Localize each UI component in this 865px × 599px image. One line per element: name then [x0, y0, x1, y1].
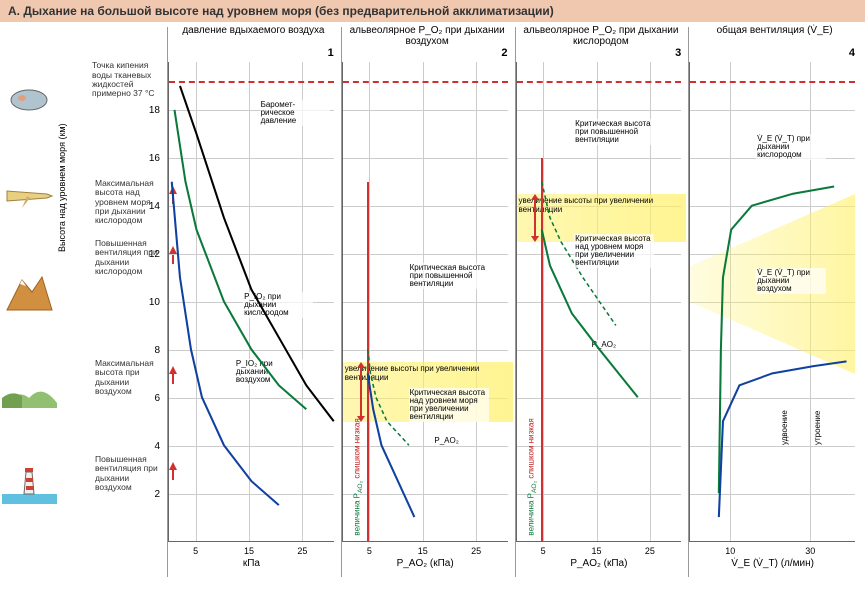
- altitude-annotation: Повышенная вентиляция при дыхании воздух…: [95, 455, 165, 492]
- lighthouse-icon: [2, 464, 57, 504]
- curve-pio2-air: [172, 182, 279, 505]
- y-axis: Высота над уровнем моря (км) 24681012141…: [70, 27, 165, 577]
- curve-barometric: [180, 86, 334, 421]
- x-tick: 15: [591, 546, 601, 556]
- hills-icon: [2, 368, 57, 408]
- plot-area: 1030V̇_E (V̇_T) (л/мин)V̇_E (V̇_T) при д…: [689, 62, 855, 542]
- x-tick: 25: [297, 546, 307, 556]
- curve-pao2-solid: [367, 373, 414, 517]
- curves-svg: [343, 62, 508, 541]
- panel-3: альвеолярное P_O₂ при дыхании кислородом…: [515, 27, 687, 577]
- curve-pao2-o2-dash: [541, 182, 615, 326]
- altitude-annotation: Максимальная высота при дыхании воздухом: [95, 359, 165, 396]
- curve-pao2-low: [367, 349, 408, 445]
- panel-number: 3: [675, 47, 681, 59]
- x-tick: 15: [418, 546, 428, 556]
- panel-1: давление вдыхаемого воздуха 1 51525кПаБаро…: [167, 27, 339, 577]
- y-tick: 16: [140, 153, 160, 164]
- altitude-annotation: Максимальная высота над уровнем моря при…: [95, 179, 165, 226]
- x-tick: 15: [244, 546, 254, 556]
- curves-svg: [517, 62, 682, 541]
- y-tick: 4: [140, 441, 160, 452]
- curve-ve-oxygen: [719, 187, 834, 494]
- x-tick: 10: [725, 546, 735, 556]
- altitude-annotation: Повышенная вентиляция при дыхании кислор…: [95, 239, 165, 276]
- plot-area: 51525кПаБаромет-рическое давлениеP_IO₂ п…: [168, 62, 334, 542]
- panel-4: общая вентиляция (V̇_E)41030V̇_E (V̇_T) …: [688, 27, 860, 577]
- y-tick: 10: [140, 297, 160, 308]
- curves-svg: [690, 62, 855, 541]
- panel-number: 2: [501, 47, 507, 59]
- plot-area: 51525P_AO₂ (кПа)увеличение высоты при ув…: [516, 62, 682, 542]
- panel-number: 1: [328, 47, 334, 59]
- y-tick: 8: [140, 345, 160, 356]
- x-axis-label: кПа: [169, 558, 334, 569]
- icon-column: [0, 22, 65, 582]
- y-tick: 18: [140, 105, 160, 116]
- panel-title: общая вентиляция (V̇_E): [689, 25, 860, 36]
- x-tick: 25: [645, 546, 655, 556]
- panel-title: альвеолярное P_O₂ при дыхании кислородом: [516, 25, 687, 47]
- x-tick: 5: [541, 546, 546, 556]
- x-axis-label: P_AO₂ (кПа): [343, 558, 508, 569]
- x-tick: 5: [193, 546, 198, 556]
- x-tick: 30: [805, 546, 815, 556]
- main-content: Высота над уровнем моря (км) 24681012141…: [0, 22, 865, 582]
- chart-area: Высота над уровнем моря (км) 24681012141…: [65, 22, 865, 582]
- panel-number: 4: [849, 47, 855, 59]
- annotation-label: удвоение: [780, 410, 789, 445]
- title-bar: А. Дыхание на большой высоте над уровнем…: [0, 0, 865, 22]
- boiling-point-label: Точка кипения воды тканевых жидкостей пр…: [92, 61, 162, 98]
- panel-title: альвеолярное P_O₂ при дыхании воздухом: [342, 25, 513, 47]
- curve-pao2-o2: [541, 230, 637, 398]
- airplane-icon: [2, 176, 57, 216]
- capsule-icon: [2, 80, 57, 120]
- x-tick: 5: [367, 546, 372, 556]
- panels-container: Высота над уровнем моря (км) 24681012141…: [70, 27, 860, 577]
- panel-2: альвеолярное P_O₂ при дыхании воздухом25…: [341, 27, 513, 577]
- plot-area: 51525P_AO₂ (кПа)увеличение высоты при ув…: [342, 62, 508, 542]
- x-axis-label: V̇_E (V̇_T) (л/мин): [690, 558, 855, 569]
- curves-svg: [169, 62, 334, 541]
- x-axis-label: P_AO₂ (кПа): [517, 558, 682, 569]
- mountain-icon: [2, 272, 57, 312]
- x-tick: 25: [471, 546, 481, 556]
- panel-title: давление вдыхаемого воздуха: [168, 25, 339, 36]
- annotation-label: утроение: [813, 411, 822, 445]
- y-axis-label: Высота над уровнем моря (км): [57, 123, 67, 252]
